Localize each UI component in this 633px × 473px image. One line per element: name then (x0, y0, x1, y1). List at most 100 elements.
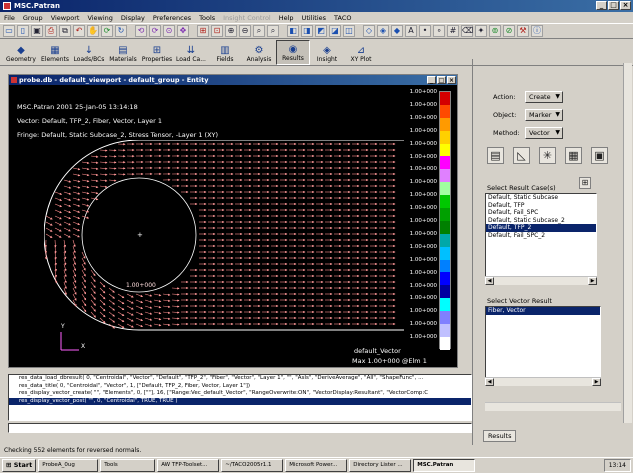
taskbar-item-active[interactable]: MSC.Patran (413, 459, 476, 472)
refresh-icon[interactable]: ↻ (115, 25, 127, 37)
abort-icon[interactable]: ✋ (87, 25, 99, 37)
tab-materials[interactable]: ▤ Materials (106, 40, 140, 65)
scroll-left-icon[interactable]: ◀ (485, 277, 494, 285)
taskbar-item[interactable]: Directory Lister ... (349, 459, 412, 472)
show-all-icon[interactable]: ✦ (475, 25, 487, 37)
label-icon[interactable]: A (405, 25, 417, 37)
taskbar-item[interactable]: ~/TACO2005r1.1 (221, 459, 284, 472)
vector-result-item[interactable]: Fiber, Vector (486, 307, 600, 315)
vector-results-list[interactable]: Fiber, Vector (485, 306, 601, 386)
scroll-left-icon[interactable]: ◀ (485, 378, 494, 386)
result-case-item[interactable]: Default, Static Subcase_2 (488, 216, 565, 224)
select-results-icon[interactable]: ▤ (487, 147, 504, 164)
history-line[interactable]: res_display_vector_create( "", "Elements… (19, 390, 429, 396)
tab-xy-plot[interactable]: ⊿ XY Plot (344, 40, 378, 65)
point-size-icon[interactable]: • (419, 25, 431, 37)
menu-help[interactable]: Help (278, 13, 294, 22)
viewport-close-button[interactable]: × (447, 76, 456, 84)
zoom-box-icon[interactable]: ⊡ (211, 25, 223, 37)
rotate-x-icon[interactable]: ⟲ (135, 25, 147, 37)
side-view-icon[interactable]: ◩ (315, 25, 327, 37)
menu-taco[interactable]: TACO (334, 13, 352, 22)
plot-erase-icon[interactable]: ⌫ (461, 25, 474, 37)
info-icon[interactable]: ⓘ (531, 25, 543, 37)
hidden-line-icon[interactable]: ◈ (377, 25, 389, 37)
result-cases-hscroll[interactable]: ◀ ▶ (485, 276, 597, 285)
tab-fields[interactable]: ▥ Fields (208, 40, 242, 65)
tools-icon[interactable]: ⚒ (517, 25, 529, 37)
magnify-icon[interactable]: ⌕ (267, 25, 279, 37)
tab-results-form[interactable]: Results (483, 430, 517, 442)
menu-file[interactable]: File (4, 13, 15, 22)
copy-icon[interactable]: ⧉ (59, 25, 71, 37)
history-window[interactable]: res_data_load_dbresult( 0, "Centroidal",… (8, 374, 472, 421)
display-attributes-icon[interactable]: ✳ (539, 147, 556, 164)
command-input[interactable] (8, 423, 472, 433)
tab-insight[interactable]: ◈ Insight (310, 40, 344, 65)
start-button[interactable]: ⊞ Start (2, 459, 37, 472)
history-line[interactable]: res_display_vector_post( "", 0, "Centroi… (9, 397, 471, 405)
history-line[interactable]: res_data_load_dbresult( 0, "Centroidal",… (19, 375, 424, 381)
maximize-button[interactable]: □ (608, 1, 619, 10)
tab-geometry[interactable]: ◆ Geometry (4, 40, 38, 65)
menu-utilities[interactable]: Utilities (301, 13, 327, 22)
filter-icon[interactable]: ⊞ (579, 177, 591, 189)
object-select[interactable]: Marker ▼ (525, 109, 563, 121)
target-entities-icon[interactable]: ◺ (513, 147, 530, 164)
tab-properties[interactable]: ⊞ Properties (140, 40, 174, 65)
result-cases-list[interactable]: Default, Static Subcase Default, TFP Defau… (485, 193, 597, 285)
menu-group[interactable]: Group (22, 13, 43, 22)
menu-tools[interactable]: Tools (199, 13, 216, 22)
menu-viewing[interactable]: Viewing (87, 13, 113, 22)
taskbar-item[interactable]: Microsoft Power... (285, 459, 348, 472)
tab-elements[interactable]: ▦ Elements (38, 40, 72, 65)
scroll-right-icon[interactable]: ▶ (588, 277, 597, 285)
print-icon[interactable]: ⎙ (45, 25, 57, 37)
result-case-item[interactable]: Default, Static Subcase (488, 194, 559, 201)
rotate-z-icon[interactable]: ⊙ (163, 25, 175, 37)
taskbar-item[interactable]: Tools (100, 459, 156, 472)
wireframe-icon[interactable]: ◇ (363, 25, 375, 37)
undo-icon[interactable]: ↶ (73, 25, 85, 37)
top-view-icon[interactable]: ◨ (301, 25, 313, 37)
history-line[interactable]: res_data_title( 0, "Centroidal", "Vector… (19, 382, 251, 389)
tab-analysis[interactable]: ⚙ Analysis (242, 40, 276, 65)
reset-graphics-icon[interactable]: ⟳ (101, 25, 113, 37)
vector-results-hscroll[interactable]: ◀ ▶ (485, 377, 601, 386)
close-button[interactable]: × (620, 1, 631, 10)
viewport-minimize-button[interactable]: _ (427, 76, 436, 84)
iso2-view-icon[interactable]: ◫ (343, 25, 355, 37)
tab-load-cases[interactable]: ⇊ Load Ca... (174, 40, 208, 65)
label-toggle-icon[interactable]: # (447, 25, 459, 37)
taskbar-item[interactable]: AW TFP-Toolset... (157, 459, 220, 472)
taskbar-item[interactable]: ProbeA_0ug (38, 459, 99, 472)
panel-vscroll[interactable] (623, 63, 632, 423)
viewport-maximize-button[interactable]: □ (437, 76, 446, 84)
save-icon[interactable]: ▣ (31, 25, 43, 37)
zoom-icon[interactable]: ⌕ (253, 25, 265, 37)
menu-preferences[interactable]: Preferences (152, 13, 192, 22)
iso-view-icon[interactable]: ◪ (329, 25, 341, 37)
menu-viewport[interactable]: Viewport (50, 13, 80, 22)
fit-view-icon[interactable]: ⊞ (197, 25, 209, 37)
open-file-icon[interactable]: ▯ (17, 25, 29, 37)
panel-hscroll[interactable] (485, 402, 621, 411)
zoom-in-icon[interactable]: ⊕ (225, 25, 237, 37)
animation-options-icon[interactable]: ▣ (591, 147, 608, 164)
shaded-icon[interactable]: ◆ (391, 25, 403, 37)
result-case-item[interactable]: Default, TFP (488, 201, 525, 209)
scroll-right-icon[interactable]: ▶ (592, 378, 601, 386)
action-select[interactable]: Create ▼ (525, 91, 563, 103)
pan-icon[interactable]: ✥ (177, 25, 189, 37)
zoom-out-icon[interactable]: ⊖ (239, 25, 251, 37)
node-size-icon[interactable]: ∘ (433, 25, 445, 37)
rotate-y-icon[interactable]: ⟳ (149, 25, 161, 37)
new-file-icon[interactable]: ▭ (3, 25, 15, 37)
method-select[interactable]: Vector ▼ (525, 127, 563, 139)
front-view-icon[interactable]: ◧ (287, 25, 299, 37)
viewport-window[interactable]: probe.db - default_viewport - default_gr… (8, 74, 458, 368)
result-case-item[interactable]: Default, Fail_SPC (488, 209, 539, 216)
menu-display[interactable]: Display (120, 13, 145, 22)
group-icon[interactable]: ⊚ (489, 25, 501, 37)
tab-loads-bcs[interactable]: ↓ Loads/BCs (72, 40, 106, 65)
